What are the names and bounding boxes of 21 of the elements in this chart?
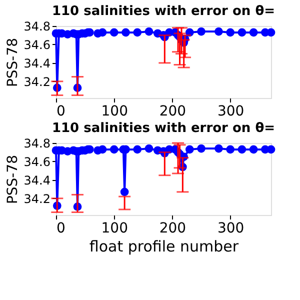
- y-tick-label: 34.2: [24, 74, 50, 89]
- y-tick-label: 34.8: [24, 20, 50, 34]
- y-tick-label: 34.4: [24, 173, 50, 188]
- x-tick-label: 300: [217, 104, 244, 120]
- y-axis-title: PSS-78: [4, 154, 21, 204]
- x-tick-label: 0: [56, 220, 66, 236]
- chart-title: 110 salinities with error on θ=: [52, 121, 276, 136]
- x-axis-title: float profile number: [89, 238, 240, 256]
- x-tick-label: 0: [56, 104, 66, 120]
- y-tick-label: 34.4: [24, 56, 50, 70]
- y-tick-label: 34.6: [24, 38, 50, 52]
- x-tick-label: 200: [159, 104, 186, 120]
- x-tick-label: 300: [217, 220, 244, 236]
- x-tick-label: 100: [101, 104, 128, 120]
- y-axis-title: PSS-78: [4, 38, 21, 88]
- y-tick-label: 34.2: [24, 192, 50, 206]
- x-tick-label: 200: [159, 220, 186, 236]
- x-tick-label: 100: [101, 220, 128, 236]
- chart-title: 110 salinities with error on θ=: [52, 4, 276, 19]
- y-tick-label: 34.6: [24, 154, 50, 169]
- y-tick-label: 34.8: [24, 136, 50, 150]
